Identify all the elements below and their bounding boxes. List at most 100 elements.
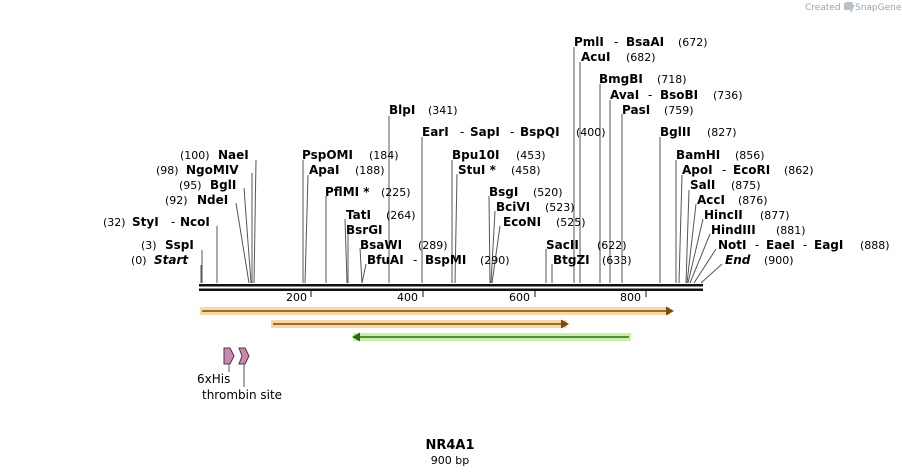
site-eari: EarI bbox=[422, 125, 449, 139]
site-bsawi: BsaWI bbox=[360, 238, 402, 252]
site-start-pos: (0) bbox=[131, 254, 147, 267]
site-pspomi-pos: (184) bbox=[369, 149, 399, 162]
site-acui-pos: (682) bbox=[626, 51, 656, 64]
site-naei-pos: (100) bbox=[180, 149, 210, 162]
tick-label-400: 400 bbox=[397, 291, 418, 304]
feature-orf-3[interactable] bbox=[352, 332, 631, 342]
site-tati: TatI bbox=[346, 208, 371, 222]
site-ngomiv: NgoMIV bbox=[186, 163, 239, 177]
leader-hindiii bbox=[689, 233, 711, 284]
feature-orf-1[interactable] bbox=[200, 306, 674, 316]
site-ecori: EcoRI bbox=[733, 163, 770, 177]
site-pmli-pos: (672) bbox=[678, 36, 708, 49]
site-sacii-pos: (622) bbox=[597, 239, 627, 252]
site-bglii-pos: (827) bbox=[707, 126, 737, 139]
feature-6xhis[interactable]: 6xHis bbox=[197, 347, 235, 386]
site-eagi: EagI bbox=[814, 238, 843, 252]
leader-sali bbox=[685, 189, 690, 284]
site-pspomi: PspOMI bbox=[302, 148, 353, 162]
site-pflmi-pos: (225) bbox=[381, 186, 411, 199]
backbone-bottom-strand bbox=[199, 288, 703, 291]
site-bpu10i-pos: (453) bbox=[516, 149, 546, 162]
site-stui: StuI * bbox=[458, 163, 497, 177]
site-bsobi: BsoBI bbox=[660, 88, 698, 102]
leader-econi bbox=[491, 225, 501, 284]
leader-ndei bbox=[235, 202, 250, 284]
site-styi: StyI bbox=[132, 215, 159, 229]
6xhis-label: 6xHis bbox=[197, 372, 230, 386]
site-eari-sep2: - bbox=[510, 125, 514, 139]
backbone-top-strand bbox=[199, 284, 703, 287]
leader-bfuai bbox=[361, 263, 367, 284]
site-eaei: EaeI bbox=[766, 238, 795, 252]
site-apai: ApaI bbox=[309, 163, 339, 177]
site-bsgi-pos: (520) bbox=[533, 186, 563, 199]
site-pasi: PasI bbox=[622, 103, 650, 117]
site-eari-pos: (400) bbox=[576, 126, 606, 139]
leader-hincii bbox=[687, 218, 704, 284]
leader-apai bbox=[304, 174, 309, 284]
site-econi-pos: (525) bbox=[556, 216, 586, 229]
site-bfuai-pos: (290) bbox=[480, 254, 510, 267]
site-sali-pos: (875) bbox=[731, 179, 761, 192]
leader-bsgi bbox=[488, 195, 491, 284]
site-acci-pos: (876) bbox=[738, 194, 768, 207]
site-noti-pos: (888) bbox=[860, 239, 890, 252]
site-start: Start bbox=[154, 253, 189, 267]
leader-noti bbox=[693, 248, 717, 284]
site-noti-sep1: - bbox=[755, 238, 759, 252]
site-bsaai: BsaAI bbox=[626, 35, 664, 49]
6xhis-icon bbox=[223, 347, 235, 365]
site-blpi-pos: (341) bbox=[428, 104, 458, 117]
site-bfuai-sep: - bbox=[413, 253, 417, 267]
site-labels: (100) NaeI (98) NgoMIV (95) BglI (92) Nd… bbox=[103, 35, 890, 267]
site-naei: NaeI bbox=[218, 148, 249, 162]
map-title: NR4A1 bbox=[425, 438, 474, 453]
leader-apoi bbox=[678, 174, 683, 284]
site-hindiii: HindIII bbox=[711, 223, 756, 237]
site-ndei-pos: (92) bbox=[165, 194, 188, 207]
site-ndei: NdeI bbox=[197, 193, 228, 207]
site-avai: AvaI bbox=[610, 88, 639, 102]
site-pmli: PmlI bbox=[574, 35, 604, 49]
site-ngomiv-pos: (98) bbox=[156, 164, 179, 177]
site-sspi-pos: (3) bbox=[141, 239, 157, 252]
leader-stui bbox=[454, 173, 458, 284]
site-bgli-pos: (95) bbox=[179, 179, 202, 192]
orf-1-arrowhead-icon bbox=[666, 306, 674, 316]
site-ncoi: NcoI bbox=[180, 215, 210, 229]
site-pflmi: PflMI * bbox=[325, 185, 370, 199]
site-bmgbi: BmgBI bbox=[599, 72, 643, 86]
site-pasi-pos: (759) bbox=[664, 104, 694, 117]
feature-orf-2[interactable] bbox=[271, 319, 569, 329]
tick-label-600: 600 bbox=[509, 291, 530, 304]
site-apoi: ApoI bbox=[682, 163, 713, 177]
site-econi: EcoNI bbox=[503, 215, 541, 229]
site-bfuai: BfuAI bbox=[367, 253, 404, 267]
site-tati-pos: (264) bbox=[386, 209, 416, 222]
site-bcivi-pos: (523) bbox=[545, 201, 575, 214]
site-btgzi: BtgZI bbox=[553, 253, 590, 267]
orf-2-arrowhead-icon bbox=[561, 319, 569, 329]
sequence-backbone bbox=[199, 284, 703, 291]
leader-bcivi bbox=[490, 210, 496, 284]
leader-bsawi bbox=[359, 247, 363, 284]
site-bpu10i: Bpu10I bbox=[452, 148, 499, 162]
site-bspqi: BspQI bbox=[520, 125, 560, 139]
site-sspi: SspI bbox=[165, 238, 194, 252]
site-acci: AccI bbox=[697, 193, 725, 207]
site-bcivi: BciVI bbox=[496, 200, 530, 214]
site-stui-pos: (458) bbox=[511, 164, 541, 177]
feature-thrombin-site[interactable]: thrombin site bbox=[202, 347, 282, 402]
leader-naei bbox=[253, 159, 257, 284]
site-bamhi-pos: (856) bbox=[735, 149, 765, 162]
thrombin-site-label: thrombin site bbox=[202, 388, 282, 402]
site-styi-pos: (32) bbox=[103, 216, 126, 229]
site-bamhi: BamHI bbox=[676, 148, 720, 162]
site-pmli-sep: - bbox=[614, 35, 618, 49]
site-acui: AcuI bbox=[581, 50, 610, 64]
site-blpi: BlpI bbox=[389, 103, 415, 117]
site-avai-sep: - bbox=[648, 88, 652, 102]
snapgene-logo-icon bbox=[845, 2, 853, 10]
